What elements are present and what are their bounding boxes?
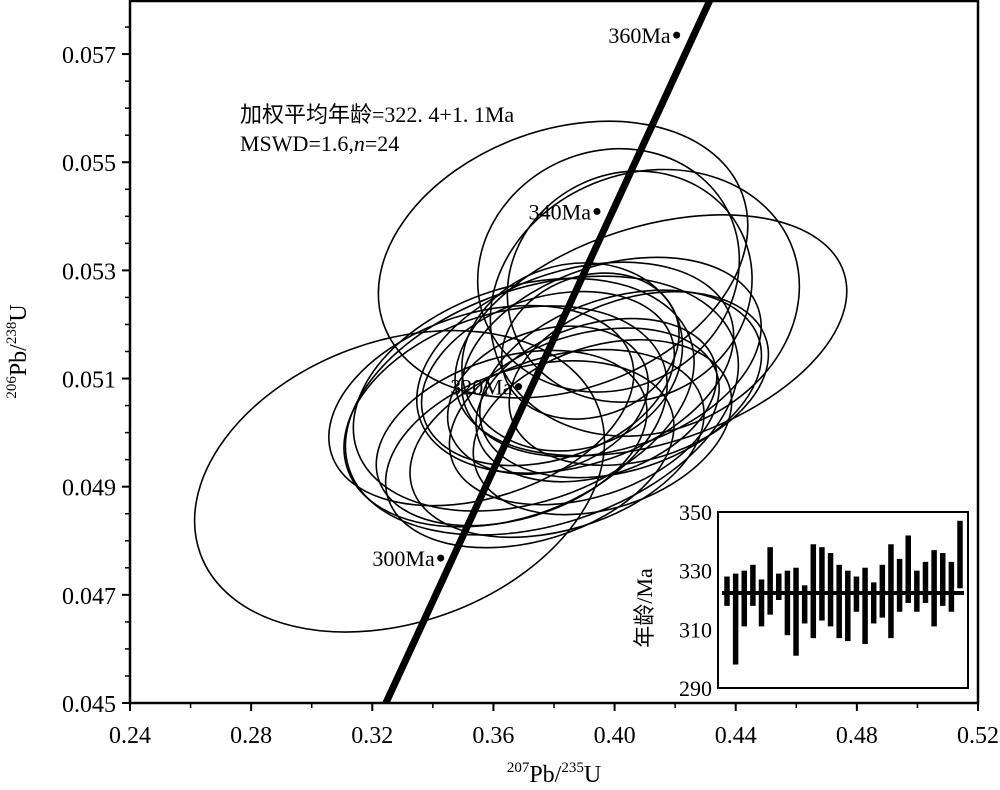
y-tick-label: 0.045: [62, 692, 116, 718]
inset-age-plot: 290 310 330 350 年龄/Ma: [632, 500, 969, 701]
error-ellipse: [193, 329, 606, 633]
inset-y-tick-label: 290: [679, 676, 712, 701]
age-bar: [732, 573, 739, 665]
age-bar: [819, 547, 825, 621]
y-tick-label: 0.049: [62, 476, 116, 502]
inset-y-axis-label: 年龄/Ma: [632, 568, 657, 648]
age-bar: [845, 570, 851, 642]
age-bar: [793, 567, 799, 656]
error-ellipse: [446, 325, 650, 476]
x-tick-label: 0.36: [472, 723, 514, 749]
error-ellipse: [506, 170, 753, 403]
y-tick-label: 0.047: [62, 584, 116, 610]
y-tick-label: 0.055: [62, 151, 116, 177]
age-marker-label: 360Ma: [608, 23, 671, 48]
error-ellipse: [375, 349, 648, 527]
error-ellipse: [475, 317, 718, 483]
error-ellipse: [377, 120, 749, 399]
age-bar: [957, 520, 963, 589]
weighted-mean-age-text: 加权平均年龄=322. 4+1. 1Ma: [240, 102, 514, 127]
age-marker-label: 340Ma: [529, 199, 592, 224]
error-ellipse: [489, 168, 801, 437]
age-bar: [801, 585, 808, 624]
age-bar: [939, 553, 946, 606]
y-tick-label: 0.057: [62, 43, 116, 69]
age-bar: [931, 550, 937, 627]
age-bar: [776, 573, 782, 600]
mswd-text: MSWD=1.6,n=24: [240, 131, 399, 156]
y-tick-label: 0.053: [62, 259, 116, 285]
age-marker-dot: [673, 31, 681, 39]
x-tick-label: 0.24: [109, 723, 151, 749]
concordia-curve: [382, 0, 714, 703]
age-bar: [948, 561, 955, 612]
main-plot: 300Ma 320Ma 340Ma 360Ma 0.24 0.28 0.32 0.36 0.40…: [4, 0, 999, 788]
inset-y-tick-label: 350: [679, 500, 712, 525]
age-bar: [896, 558, 903, 612]
error-ellipse: [472, 338, 733, 516]
age-bar: [862, 567, 868, 644]
error-ellipse: [415, 261, 735, 474]
error-ellipse: [508, 290, 770, 467]
error-ellipse: [500, 272, 680, 420]
x-tick-label: 0.52: [957, 723, 999, 749]
x-tick-label: 0.40: [594, 723, 636, 749]
x-tick-label: 0.44: [715, 723, 757, 749]
y-tick-label: 0.051: [62, 368, 116, 394]
inset-y-tick-label: 330: [679, 559, 712, 584]
error-ellipse: [328, 304, 635, 507]
age-marker-dot: [437, 554, 445, 562]
age-bar: [836, 564, 842, 639]
x-tick-label: 0.32: [351, 723, 393, 749]
age-marker-dot: [593, 207, 601, 215]
error-ellipse: [476, 147, 741, 393]
x-axis-label: 207Pb/235U: [507, 760, 601, 788]
age-bar: [905, 535, 911, 603]
error-ellipse: [420, 290, 676, 467]
age-bar: [767, 547, 773, 615]
error-ellipse: [343, 305, 668, 528]
age-marker-label: 300Ma: [372, 546, 435, 571]
age-bar: [758, 579, 765, 627]
ellipse-group: [193, 120, 848, 633]
error-ellipse: [352, 277, 695, 512]
age-bar: [741, 570, 748, 627]
age-marker-label: 320Ma: [450, 375, 513, 400]
age-bar: [750, 564, 756, 606]
y-axis-label: 206Pb/238U: [4, 304, 32, 398]
age-bar: [870, 582, 877, 624]
x-tick-label: 0.28: [230, 723, 272, 749]
error-ellipse: [461, 256, 762, 458]
age-bar: [784, 570, 791, 636]
inset-y-tick-label: 310: [679, 617, 712, 642]
age-marker-dot: [515, 383, 523, 391]
x-tick-label: 0.48: [836, 723, 878, 749]
error-ellipse: [479, 289, 763, 479]
error-ellipse: [384, 360, 675, 549]
age-bar: [827, 553, 834, 627]
error-ellipse: [461, 262, 684, 452]
age-bar: [922, 561, 929, 603]
